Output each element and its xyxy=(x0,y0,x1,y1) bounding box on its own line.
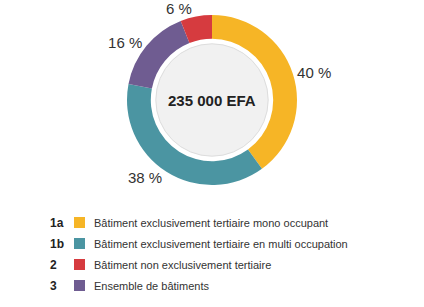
svg-text:40 %: 40 % xyxy=(297,64,331,81)
html-text:Bâtiment exclusivement tertiai: Bâtiment exclusivement tertiaire en mult… xyxy=(94,237,348,250)
svg-text:38 %: 38 % xyxy=(128,169,162,186)
html-text:1b: 1b xyxy=(50,236,64,251)
html-text:Ensemble de bâtiments: Ensemble de bâtiments xyxy=(94,279,209,292)
html-text:2: 2 xyxy=(50,257,57,272)
html-text:3: 3 xyxy=(50,278,57,293)
svg-text:6 %: 6 % xyxy=(166,0,192,17)
html-text:Bâtiment exclusivement tertiai: Bâtiment exclusivement tertiaire mono oc… xyxy=(94,216,329,229)
html-text:Bâtiment non exclusivement ter: Bâtiment non exclusivement tertiaire xyxy=(94,258,272,271)
svg-text:16 %: 16 % xyxy=(108,34,142,51)
svg-text:235 000 EFA: 235 000 EFA xyxy=(168,92,256,109)
html-text:1a: 1a xyxy=(50,215,64,230)
